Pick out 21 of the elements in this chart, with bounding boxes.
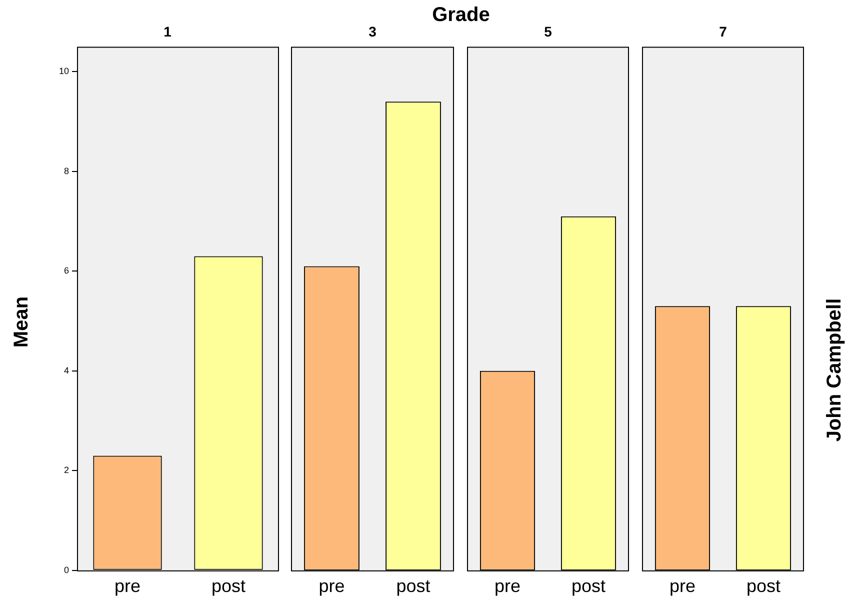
text: Grade <box>432 4 490 26</box>
chart-title: 5 <box>544 23 552 40</box>
chart-title: 1 <box>164 23 172 40</box>
x-tick-label: pre <box>114 576 141 596</box>
y-axis-title: Mean <box>10 296 34 348</box>
y-tick-label: 2 <box>64 465 70 476</box>
y-tick-label: 8 <box>64 166 70 176</box>
y2-axis-title: John Campbell <box>824 298 846 442</box>
x-tick-label: post <box>571 576 606 596</box>
x-tick-label: pre <box>669 576 696 596</box>
y-tick-label: 4 <box>64 365 70 376</box>
x-tick-label: post <box>396 576 430 596</box>
x-tick-label: pre <box>494 576 521 596</box>
y-tick-label: 0 <box>64 564 70 575</box>
chart-title: 3 <box>368 23 377 40</box>
y-tick-label: 6 <box>64 266 70 276</box>
y-tick-label: 10 <box>58 66 70 76</box>
chart-title: 7 <box>719 23 728 40</box>
x-tick-label: post <box>746 576 781 596</box>
x-tick-label: post <box>211 576 246 596</box>
x-tick-label: pre <box>318 576 345 596</box>
